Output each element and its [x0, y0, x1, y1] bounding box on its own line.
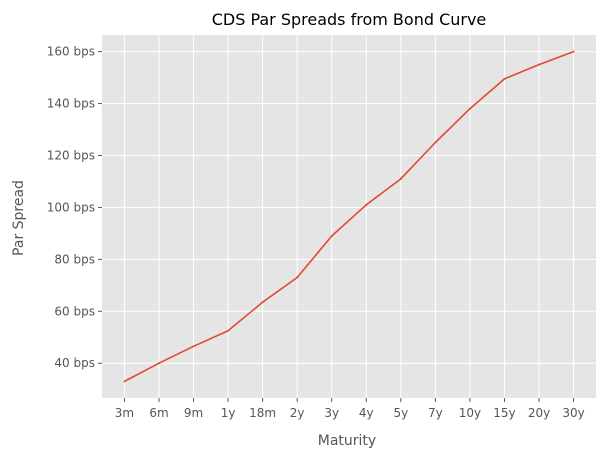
y-axis-ticks: 40 bps 60 bps 80 bps 100 bps 120 bps 140 bps 1…: [47, 45, 102, 370]
data-point: [192, 345, 195, 348]
x-axis-ticks: 3m 6m 9m 1y 18m 2y 3y 4y 5y 7y 10y 15y 20y 30y: [115, 398, 585, 420]
data-point: [261, 301, 264, 304]
data-point: [123, 380, 126, 383]
data-point: [468, 107, 471, 110]
series-line: [124, 50, 574, 383]
data-point: [503, 77, 506, 80]
y-tick-label: 100 bps: [47, 200, 95, 214]
data-point: [365, 203, 368, 206]
data-point: [572, 50, 575, 53]
x-tick-label: 6m: [149, 406, 168, 420]
y-tick-label: 80 bps: [54, 252, 95, 266]
data-point: [158, 362, 160, 365]
x-tick-label: 2y: [290, 406, 305, 420]
x-axis-label: Maturity: [318, 433, 376, 449]
data-point: [330, 234, 333, 237]
x-tick-label: 3m: [115, 406, 134, 420]
x-tick-label: 5y: [393, 406, 408, 420]
grid: [102, 35, 596, 398]
x-tick-label: 18m: [249, 406, 276, 420]
plot-area: [102, 35, 596, 398]
series-layer: [123, 50, 575, 383]
x-tick-label: 20y: [528, 406, 550, 420]
y-tick-label: 60 bps: [54, 304, 95, 318]
x-tick-label: 9m: [184, 406, 203, 420]
data-point: [296, 276, 299, 279]
data-point: [399, 177, 402, 180]
x-tick-label: 30y: [562, 406, 584, 420]
y-axis-label: Par Spread: [11, 180, 27, 256]
x-tick-label: 4y: [359, 406, 374, 420]
chart-title: CDS Par Spreads from Bond Curve: [212, 10, 487, 29]
data-point: [538, 63, 540, 66]
y-tick-label: 120 bps: [47, 148, 95, 162]
y-tick-label: 40 bps: [54, 356, 95, 370]
x-tick-label: 1y: [221, 406, 236, 420]
data-point: [434, 141, 437, 144]
x-tick-label: 10y: [459, 406, 481, 420]
x-tick-label: 7y: [428, 406, 443, 420]
x-tick-label: 3y: [324, 406, 339, 420]
y-tick-label: 140 bps: [47, 97, 95, 111]
y-tick-label: 160 bps: [47, 45, 95, 59]
data-point: [227, 329, 230, 332]
x-tick-label: 15y: [493, 406, 515, 420]
